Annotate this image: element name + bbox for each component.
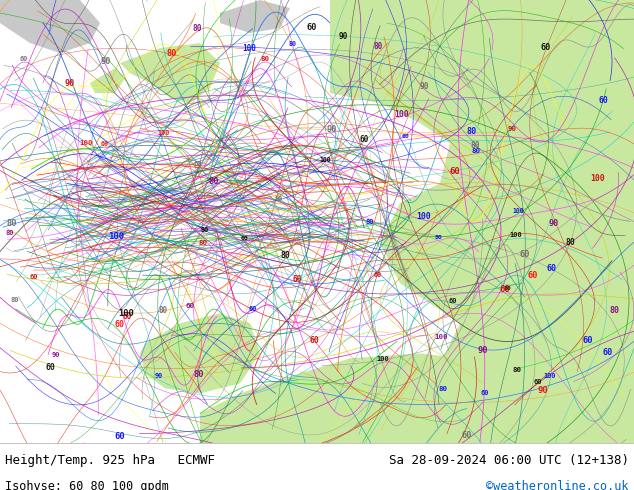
Text: 80: 80 [10,297,19,303]
Text: 90: 90 [548,219,559,228]
Text: 80: 80 [288,41,297,47]
Text: 90: 90 [507,126,516,132]
Text: 100: 100 [118,309,134,318]
Text: 80: 80 [472,147,481,154]
Text: 80: 80 [280,251,290,260]
Text: 100: 100 [158,130,170,136]
Text: 80: 80 [193,24,202,33]
Text: 90: 90 [420,82,429,91]
Text: 100: 100 [108,232,125,241]
Text: 80: 80 [158,306,167,315]
Text: 80: 80 [194,369,204,379]
Text: 60: 60 [449,298,457,304]
Text: Isohyse: 60 80 100 gpdm: Isohyse: 60 80 100 gpdm [5,480,169,490]
Text: 100: 100 [242,44,256,53]
Text: 90: 90 [101,57,111,66]
Text: 100: 100 [394,110,409,119]
Text: 60: 60 [101,141,109,147]
Text: 60: 60 [186,303,195,309]
Text: 60: 60 [519,250,529,259]
Text: 60: 60 [450,167,460,176]
Text: 60: 60 [541,43,551,52]
Text: Sa 28-09-2024 06:00 UTC (12+138): Sa 28-09-2024 06:00 UTC (12+138) [389,454,629,466]
Text: 80: 80 [201,227,209,233]
Text: 100: 100 [543,373,555,379]
Text: 60: 60 [293,275,302,284]
Text: 80: 80 [261,56,269,62]
Text: 80: 80 [6,230,15,236]
Text: 80: 80 [470,142,480,150]
Text: 60: 60 [583,336,593,345]
Text: 60: 60 [115,320,125,329]
Text: 100: 100 [590,173,605,183]
Text: 60: 60 [249,306,257,312]
Text: 80: 80 [504,286,512,291]
Text: 100: 100 [79,140,93,146]
Text: 90: 90 [155,373,163,379]
Text: 60: 60 [46,363,55,372]
Text: 60: 60 [309,336,319,344]
Text: 60: 60 [30,274,38,280]
Text: 60: 60 [122,312,131,321]
Text: 80: 80 [7,219,17,228]
Text: 100: 100 [434,334,448,340]
Text: 80: 80 [198,240,207,245]
Text: 60: 60 [598,96,608,105]
Text: 90: 90 [537,386,548,394]
Text: 60: 60 [481,390,489,396]
Text: 80: 80 [610,306,620,315]
Text: Height/Temp. 925 hPa   ECMWF: Height/Temp. 925 hPa ECMWF [5,454,215,466]
Text: 60: 60 [402,134,410,139]
Text: 60: 60 [307,23,318,32]
Text: 80: 80 [566,238,575,247]
Text: 60: 60 [373,272,382,278]
Text: 60: 60 [602,348,612,357]
Text: 80: 80 [373,42,383,51]
Text: 80: 80 [167,49,178,58]
Text: 60: 60 [114,432,125,441]
Text: ©weatheronline.co.uk: ©weatheronline.co.uk [486,480,629,490]
Text: 100: 100 [320,157,332,163]
Text: 60: 60 [359,135,369,144]
Text: 90: 90 [52,352,61,358]
Text: 100: 100 [512,208,524,214]
Text: 90: 90 [275,196,283,201]
Text: 60: 60 [241,237,249,242]
Text: 60: 60 [534,379,542,385]
Text: 100: 100 [416,212,430,221]
Text: 60: 60 [19,56,28,62]
Text: 90: 90 [477,346,488,355]
Text: 90: 90 [327,125,337,134]
Text: 60: 60 [194,161,202,167]
Text: 60: 60 [547,264,557,272]
Text: 60: 60 [500,285,510,294]
Text: 60: 60 [462,431,472,440]
Text: 90: 90 [65,79,75,88]
Text: 80: 80 [467,127,477,136]
Text: 100: 100 [509,232,522,238]
Text: 80: 80 [209,177,219,186]
Text: 100: 100 [377,356,389,362]
Text: 80: 80 [435,235,443,240]
Text: 90: 90 [339,32,347,41]
Text: 80: 80 [439,387,448,392]
Text: 80: 80 [366,220,375,225]
Text: 60: 60 [527,270,538,280]
Text: 80: 80 [512,367,521,373]
